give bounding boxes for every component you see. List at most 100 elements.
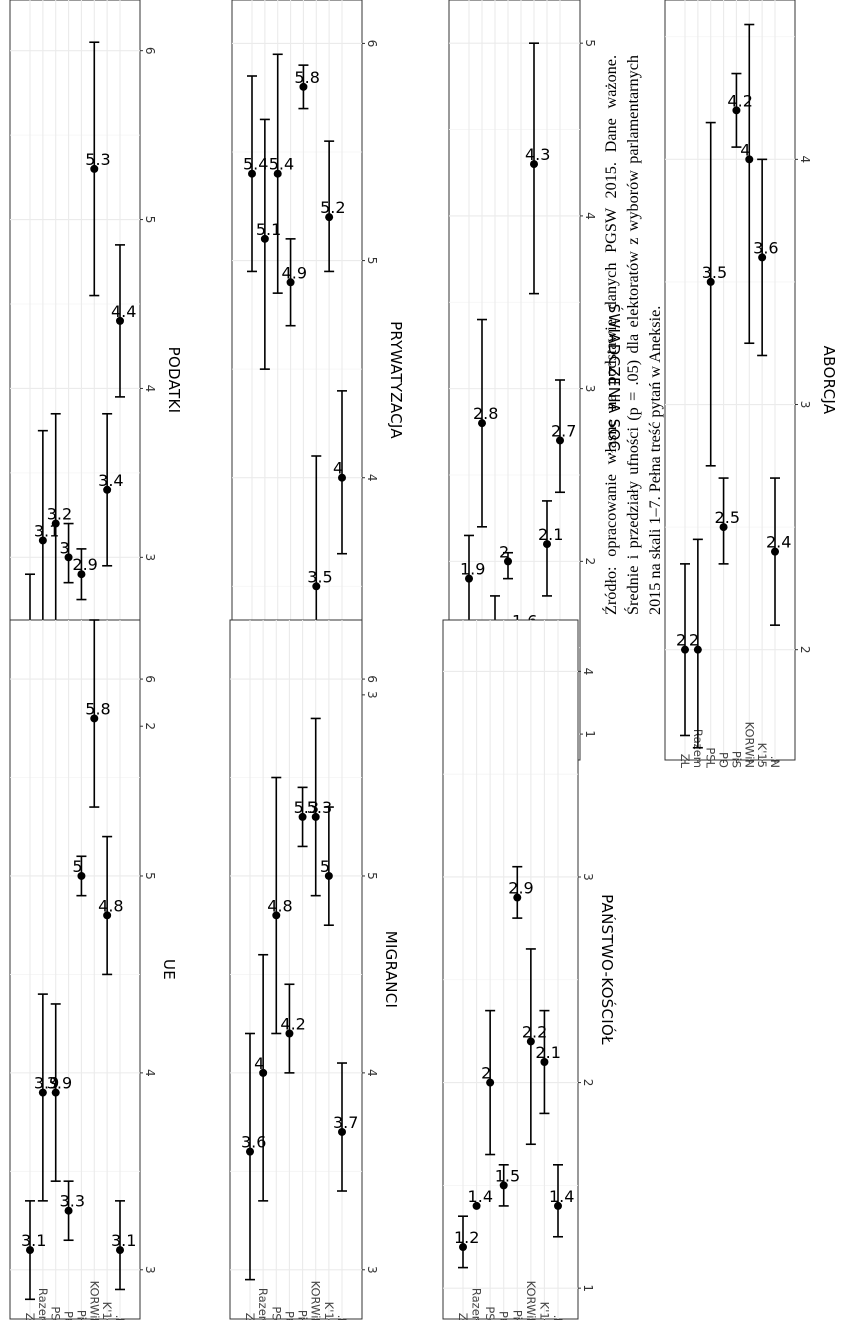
data-point [324, 871, 333, 880]
data-label: 2.2 [522, 1022, 547, 1041]
data-point [540, 1058, 549, 1067]
data-label: 1.2 [454, 1228, 479, 1247]
y-tick-label: 2 [798, 646, 812, 654]
data-label: 3.1 [111, 1231, 136, 1250]
data-point [693, 645, 702, 654]
data-label: 5.4 [243, 155, 268, 174]
data-point [530, 160, 538, 169]
data-point [64, 1206, 73, 1215]
x-tick-label: PSL [704, 747, 718, 768]
data-point [338, 473, 346, 482]
y-tick-label: 4 [143, 385, 157, 393]
data-point [758, 253, 767, 262]
y-tick-label: 3 [583, 385, 597, 393]
data-label: 2.9 [508, 879, 533, 898]
y-tick-label: 3 [143, 1266, 157, 1274]
x-tick-label: PSL [483, 1306, 497, 1320]
data-label: 5 [72, 857, 82, 876]
data-point [103, 911, 112, 920]
y-tick-label: 4 [365, 1069, 379, 1077]
y-tick-label: 6 [365, 40, 379, 48]
data-label: 3.4 [98, 471, 123, 490]
data-point [554, 1201, 562, 1210]
data-label: 5.3 [85, 150, 110, 169]
data-point [116, 316, 124, 325]
data-point [526, 1037, 535, 1046]
x-tick-label: PSL [49, 1306, 63, 1320]
data-point [248, 169, 256, 178]
data-point [543, 540, 551, 549]
data-label: 2.7 [551, 421, 576, 440]
x-tick-label: PiS [729, 751, 743, 768]
y-tick-label: 4 [365, 474, 379, 482]
data-point [556, 436, 564, 445]
data-point [51, 519, 60, 528]
data-label: 2.1 [538, 525, 563, 544]
data-label: 4 [333, 459, 343, 478]
data-label: 3.1 [21, 1231, 46, 1250]
data-label: 3.6 [753, 238, 778, 257]
x-tick-label: PiS [510, 1310, 524, 1320]
data-point [246, 1147, 254, 1156]
x-tick-label: KORWiN [742, 722, 756, 768]
x-tick-label: .N [335, 1315, 349, 1320]
data-point [64, 553, 73, 562]
data-point [771, 547, 779, 556]
y-tick-label: 3 [143, 554, 157, 562]
data-label: 2.8 [473, 404, 498, 423]
data-point [77, 871, 86, 880]
panel-aborcja: 234.NK'15KORWiNPiSPOPSLRazemZLABORCJA2.4… [664, 0, 838, 769]
x-tick-label: PO [282, 1311, 296, 1320]
y-tick-label: 6 [143, 675, 157, 683]
figure-caption: Źródło: opracowanie własne na podstawie … [602, 55, 664, 615]
y-tick-label: 3 [798, 401, 812, 409]
x-tick-label: Razem [256, 1288, 270, 1320]
x-tick-label: .N [551, 1315, 565, 1320]
data-label: 4.8 [98, 896, 123, 915]
y-tick-label: 2 [581, 1079, 595, 1087]
x-tick-label: PO [497, 1311, 511, 1320]
y-tick-label: 3 [365, 691, 379, 699]
y-tick-label: 4 [143, 1069, 157, 1077]
data-label: 5.3 [294, 798, 319, 817]
data-point [259, 1068, 268, 1077]
panel-title: ŚWIADCZENIA SOC. [605, 304, 624, 457]
y-tick-label: 6 [143, 47, 157, 55]
data-label: 2 [481, 1064, 491, 1083]
data-label: 3 [60, 538, 70, 557]
data-point [90, 164, 99, 173]
data-point [486, 1078, 495, 1087]
data-point [513, 893, 522, 902]
data-point [90, 714, 99, 723]
data-label: 3.5 [307, 567, 332, 586]
panel-title: PRYWATYZACJA [387, 321, 405, 439]
data-point [77, 570, 86, 579]
data-label: 2.4 [766, 533, 791, 552]
data-point [681, 645, 689, 654]
data-point [499, 1181, 508, 1190]
data-label: 3.2 [47, 505, 72, 524]
data-point [338, 1127, 346, 1136]
x-tick-label: PO [62, 1311, 76, 1320]
panel-title: PODATKI [165, 347, 183, 414]
data-point [38, 1088, 47, 1097]
data-point [260, 234, 269, 243]
data-label: 1.4 [468, 1187, 493, 1206]
data-label: 4 [740, 140, 750, 159]
x-tick-label: PiS [296, 1310, 310, 1320]
y-tick-label: 4 [583, 212, 597, 220]
data-point [325, 213, 334, 222]
data-point [38, 536, 47, 545]
x-tick-label: ZL [456, 1313, 470, 1320]
x-tick-label: K'15 [100, 1302, 114, 1320]
data-label: 4 [254, 1054, 264, 1073]
y-tick-label: 2 [143, 722, 157, 730]
x-tick-label: K'15 [537, 1302, 551, 1320]
data-point [459, 1243, 467, 1252]
data-point [272, 911, 281, 920]
data-label: 2.1 [535, 1043, 560, 1062]
x-tick-label: PSL [269, 1306, 283, 1320]
x-tick-label: Razem [470, 1288, 484, 1320]
